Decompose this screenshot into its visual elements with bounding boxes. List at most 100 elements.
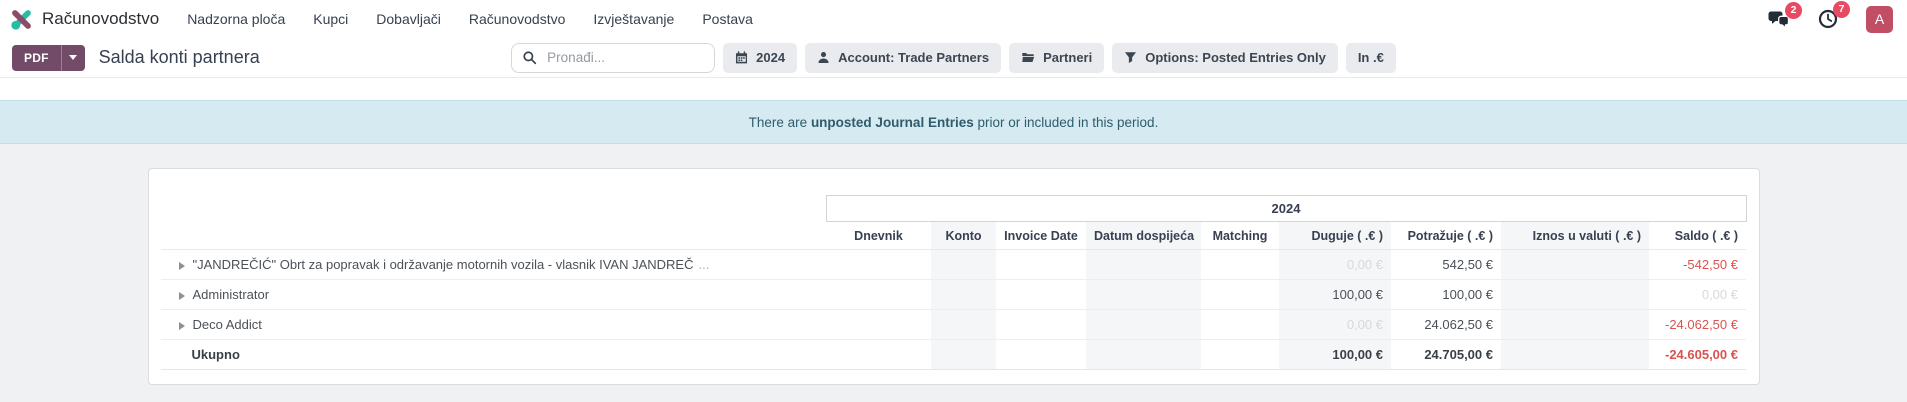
- empty-cell: [826, 249, 931, 280]
- caret-right-icon[interactable]: [178, 261, 185, 270]
- pdf-button[interactable]: PDF: [12, 44, 61, 71]
- nav-item-dobavlja-i[interactable]: Dobavljači: [376, 11, 441, 27]
- empty-cell: [826, 309, 931, 340]
- empty-cell: [1086, 309, 1201, 340]
- filter-currency[interactable]: In .€: [1345, 42, 1396, 73]
- filter-groupby[interactable]: Partneri: [1009, 42, 1105, 73]
- empty-cell: [931, 339, 996, 370]
- column-header: Duguje ( .€ ): [1279, 221, 1391, 250]
- nav-item-kupci[interactable]: Kupci: [313, 11, 349, 27]
- amount-cell: 0,00 €: [1279, 309, 1391, 340]
- column-header: Datum dospijeća: [1086, 221, 1201, 250]
- filter-label: 2024: [756, 50, 786, 65]
- nav-item-nadzorna-plo-a[interactable]: Nadzorna ploča: [187, 11, 286, 27]
- activities-button[interactable]: 7: [1818, 1, 1850, 29]
- user-icon: [817, 51, 830, 64]
- funnel-icon: [1124, 51, 1137, 64]
- column-header: Invoice Date: [996, 221, 1086, 250]
- table-header-row: Dnevnik Konto Invoice Date Datum dospijeća M…: [160, 221, 1746, 250]
- table-body: "JANDREČIĆ" Obrt za popravak i održavanj…: [160, 249, 1746, 370]
- empty-cell: [1201, 339, 1279, 370]
- user-avatar[interactable]: A: [1866, 5, 1893, 33]
- odoo-accounting-logo-icon: [11, 9, 31, 30]
- empty-cell: [826, 339, 931, 370]
- column-header: Dnevnik: [826, 221, 931, 250]
- amount-cell: 0,00 €: [1649, 279, 1746, 310]
- period-row: 2024: [161, 195, 1747, 222]
- report-card: 2024 Dnevnik Konto Invoice Date Datum dospi…: [147, 168, 1760, 385]
- empty-cell: [996, 249, 1086, 280]
- pdf-split-button: PDF: [12, 44, 85, 71]
- page-title: Salda konti partnera: [98, 47, 260, 67]
- empty-cell: [1201, 279, 1279, 310]
- total-label: Ukupno: [160, 339, 826, 370]
- amount-cell: [1501, 339, 1649, 370]
- empty-cell: [931, 249, 996, 280]
- amount-cell: 100,00 €: [1391, 279, 1501, 310]
- total-row: Ukupno 100,00 €24.705,00 € -24.605,00 €: [160, 339, 1746, 370]
- column-header: Matching: [1201, 221, 1279, 250]
- amount-cell: -542,50 €: [1649, 249, 1746, 280]
- spacer: [0, 78, 1907, 100]
- column-header: Potražuje ( .€ ): [1391, 221, 1501, 250]
- nav-item-izvje-tavanje[interactable]: Izvještavanje: [593, 11, 675, 27]
- pdf-dropdown-toggle[interactable]: [60, 44, 85, 71]
- empty-cell: [1086, 279, 1201, 310]
- amount-cell: 24.705,00 €: [1391, 339, 1501, 370]
- partner-name-cell[interactable]: "JANDREČIĆ" Obrt za popravak i održavanj…: [160, 249, 826, 280]
- amount-cell: -24.062,50 €: [1649, 309, 1746, 340]
- messages-button[interactable]: 2: [1768, 1, 1802, 29]
- amount-cell: 24.062,50 €: [1391, 309, 1501, 340]
- app-menu-button[interactable]: Računovodstvo: [10, 8, 173, 31]
- amount-cell: 0,00 €: [1279, 249, 1391, 280]
- partner-ledger-table: 2024 Dnevnik Konto Invoice Date Datum dospi…: [160, 195, 1747, 370]
- partner-name: Administrator: [192, 287, 270, 302]
- empty-cell: [1086, 249, 1201, 280]
- filter-label: Options: Posted Entries Only: [1145, 50, 1326, 65]
- partner-row: Deco Addict 0,00 €24.062,50 € -24.062,50 €: [160, 309, 1746, 340]
- unposted-entries-banner: There are unposted Journal Entries prior…: [0, 100, 1907, 144]
- amount-cell: [1501, 309, 1649, 340]
- activities-badge: 7: [1833, 1, 1850, 18]
- empty-cell: [1086, 339, 1201, 370]
- partner-row: "JANDREČIĆ" Obrt za popravak i održavanj…: [160, 249, 1746, 280]
- control-panel: PDF Salda konti partnera 2024 Account: Tr…: [0, 38, 1907, 78]
- top-navbar: Računovodstvo Nadzorna ploča Kupci Dobavlj…: [0, 0, 1907, 38]
- folder-icon: [1021, 51, 1035, 64]
- partner-name-cell[interactable]: Administrator: [160, 279, 826, 310]
- truncated-ellipsis: ...: [698, 257, 710, 272]
- nav-item-postava[interactable]: Postava: [702, 11, 753, 27]
- caret-right-icon[interactable]: [178, 291, 185, 300]
- amount-cell: [1501, 279, 1649, 310]
- empty-cell: [1201, 249, 1279, 280]
- filter-account[interactable]: Account: Trade Partners: [805, 42, 1002, 73]
- filter-label: Account: Trade Partners: [838, 50, 990, 65]
- partner-name: Deco Addict: [192, 317, 262, 332]
- filter-label: In .€: [1357, 50, 1384, 65]
- banner-text: There are unposted Journal Entries prior…: [748, 114, 1159, 130]
- filter-date[interactable]: 2024: [723, 42, 798, 73]
- filter-options[interactable]: Options: Posted Entries Only: [1112, 42, 1338, 73]
- filter-label: Partneri: [1043, 50, 1093, 65]
- filter-buttons: 2024 Account: Trade Partners Partneri Optio…: [723, 42, 1396, 73]
- period-header: 2024: [825, 195, 1747, 222]
- amount-cell: -24.605,00 €: [1649, 339, 1746, 370]
- amount-cell: 100,00 €: [1279, 279, 1391, 310]
- empty-cell: [1201, 309, 1279, 340]
- chevron-down-icon: [69, 55, 78, 60]
- search-input[interactable]: [545, 49, 705, 66]
- partner-name-cell[interactable]: Deco Addict: [160, 309, 826, 340]
- empty-cell: [931, 279, 996, 310]
- search-box: [511, 42, 716, 73]
- nav-item-ra-unovodstvo[interactable]: Računovodstvo: [468, 11, 566, 27]
- search-icon: [522, 50, 537, 65]
- amount-cell: 100,00 €: [1279, 339, 1391, 370]
- caret-right-icon[interactable]: [178, 321, 185, 330]
- amount-cell: [1501, 249, 1649, 280]
- chat-bubbles-icon: [1768, 11, 1790, 29]
- app-name: Računovodstvo: [42, 9, 160, 28]
- empty-cell: [996, 309, 1086, 340]
- empty-cell: [996, 279, 1086, 310]
- partner-row: Administrator 100,00 €100,00 € 0,00 €: [160, 279, 1746, 310]
